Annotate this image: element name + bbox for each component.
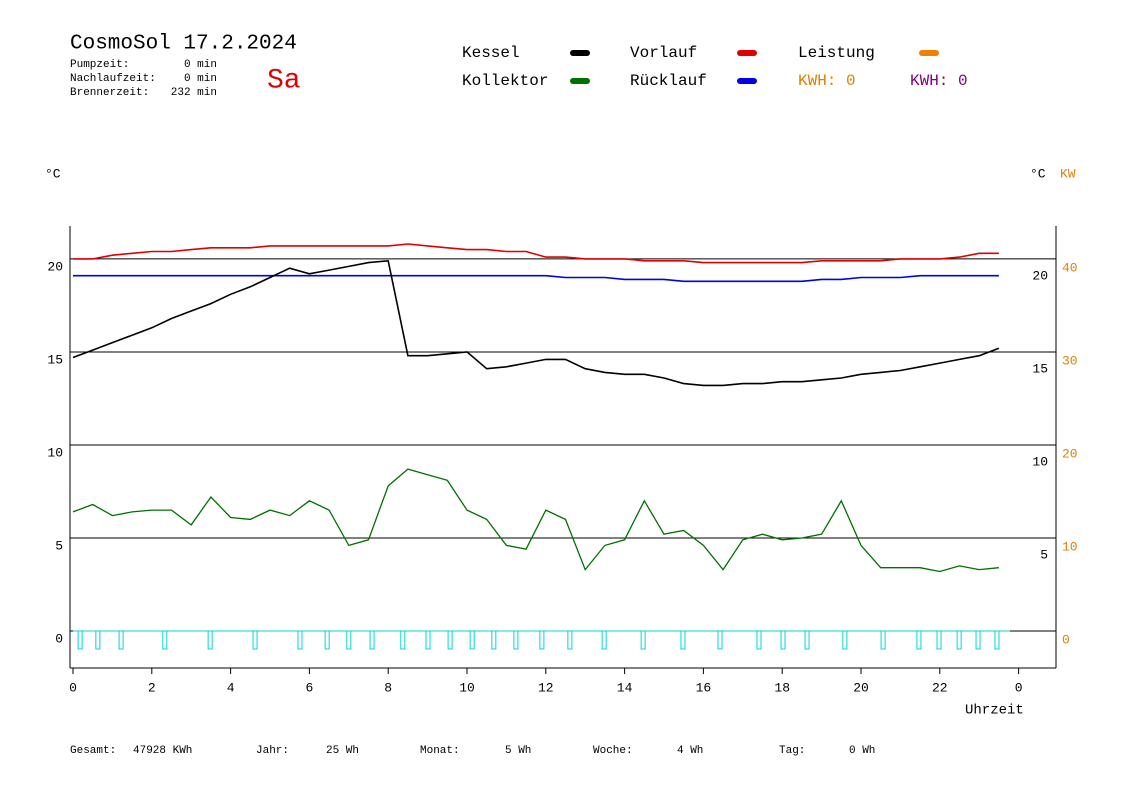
x-tick-label: 0 bbox=[69, 680, 77, 695]
legend-label: Kessel bbox=[462, 44, 520, 62]
y-tick-label: 15 bbox=[47, 352, 63, 367]
footer-value: 0 Wh bbox=[849, 745, 875, 757]
legend-label: Vorlauf bbox=[630, 44, 697, 62]
series-line bbox=[72, 259, 1000, 387]
y-tick-label: 0 bbox=[55, 631, 63, 646]
footer-value: 47928 KWh bbox=[133, 745, 192, 757]
y-tick-label: 20 bbox=[47, 259, 63, 274]
footer-label: Monat: bbox=[420, 745, 460, 757]
pulse bbox=[162, 630, 168, 650]
pulse bbox=[994, 630, 1000, 650]
info-value: 0 min bbox=[184, 59, 217, 71]
y-right-tick-label: 20 bbox=[1032, 268, 1048, 283]
x-tick-label: 14 bbox=[617, 680, 633, 695]
x-tick-label: 2 bbox=[148, 680, 156, 695]
x-tick-label: 8 bbox=[384, 680, 392, 695]
legend-label: Rücklauf bbox=[630, 72, 707, 90]
y2-tick-label: 0 bbox=[1062, 632, 1070, 647]
info-value: 0 min bbox=[184, 73, 217, 85]
pulse bbox=[567, 630, 573, 650]
x-tick-label: 6 bbox=[305, 680, 313, 695]
pulse bbox=[425, 630, 431, 650]
y2-tick-label: 30 bbox=[1062, 353, 1078, 368]
info-label: Pumpzeit: bbox=[70, 59, 129, 71]
x-tick-label: 0 bbox=[1015, 680, 1023, 695]
x-tick-label: 10 bbox=[459, 680, 475, 695]
x-tick-label: 12 bbox=[538, 680, 554, 695]
y-tick-label: 5 bbox=[55, 538, 63, 553]
y2-axis-label: °C bbox=[1030, 166, 1046, 181]
y-right-tick-label: 15 bbox=[1032, 361, 1048, 376]
x-tick-label: 18 bbox=[774, 680, 790, 695]
pulse bbox=[77, 630, 83, 650]
series-line bbox=[73, 243, 999, 264]
pulse bbox=[252, 630, 258, 650]
y-right-tick-label: 10 bbox=[1032, 454, 1048, 469]
info-label: Brennerzeit: bbox=[70, 87, 149, 99]
y-right-tick-label: 5 bbox=[1040, 547, 1048, 562]
y-tick-label: 10 bbox=[47, 445, 63, 460]
pulse bbox=[804, 630, 810, 650]
pulse bbox=[936, 630, 942, 650]
footer-label: Jahr: bbox=[256, 745, 289, 757]
pulse bbox=[118, 630, 124, 650]
pulse bbox=[369, 630, 375, 650]
x-tick-label: 20 bbox=[853, 680, 869, 695]
pulse bbox=[539, 630, 545, 650]
pulse bbox=[680, 630, 686, 650]
day: Sa bbox=[267, 65, 301, 96]
pulse bbox=[975, 630, 981, 650]
footer-value: 4 Wh bbox=[677, 745, 703, 757]
kwh: KWH: 0 bbox=[798, 72, 856, 90]
pulse bbox=[447, 630, 453, 650]
pulse bbox=[346, 630, 352, 650]
legend-label: Leistung bbox=[798, 44, 875, 62]
footer-label: Tag: bbox=[779, 745, 805, 757]
kwh: KWH: 0 bbox=[910, 72, 968, 90]
y2-tick-label: 10 bbox=[1062, 539, 1078, 554]
pulse bbox=[491, 630, 497, 650]
pulse bbox=[756, 630, 762, 650]
pulse bbox=[513, 630, 519, 650]
footer-value: 25 Wh bbox=[326, 745, 359, 757]
y-axis-label: °C bbox=[45, 166, 61, 181]
pulse bbox=[880, 630, 886, 650]
info-label: Nachlaufzeit: bbox=[70, 73, 156, 85]
pulse bbox=[916, 630, 922, 650]
pulse bbox=[95, 630, 101, 650]
x-tick-label: 22 bbox=[932, 680, 948, 695]
pulse bbox=[601, 630, 607, 650]
footer-label: Gesamt: bbox=[70, 745, 116, 757]
pulse bbox=[640, 630, 646, 650]
y2-unit: KW bbox=[1060, 166, 1076, 181]
pulse bbox=[324, 630, 330, 650]
footer-value: 5 Wh bbox=[505, 745, 531, 757]
series-line bbox=[72, 468, 999, 573]
x-axis-label: Uhrzeit bbox=[965, 703, 1024, 719]
pulse bbox=[956, 630, 962, 650]
chart-title: CosmoSol 17.2.2024 bbox=[70, 33, 297, 56]
x-tick-label: 4 bbox=[227, 680, 235, 695]
x-tick-label: 16 bbox=[696, 680, 712, 695]
pulse bbox=[297, 630, 303, 650]
footer-label: Woche: bbox=[593, 745, 633, 757]
pulse bbox=[780, 630, 786, 650]
series-line bbox=[73, 274, 999, 283]
pulse bbox=[717, 630, 723, 650]
y2-tick-label: 20 bbox=[1062, 446, 1078, 461]
legend-label: Kollektor bbox=[462, 72, 548, 90]
y2-tick-label: 40 bbox=[1062, 260, 1078, 275]
pulse bbox=[842, 630, 848, 650]
pulse bbox=[207, 630, 213, 650]
pulse bbox=[400, 630, 406, 650]
pulse bbox=[469, 630, 475, 650]
info-value: 232 min bbox=[171, 87, 217, 99]
